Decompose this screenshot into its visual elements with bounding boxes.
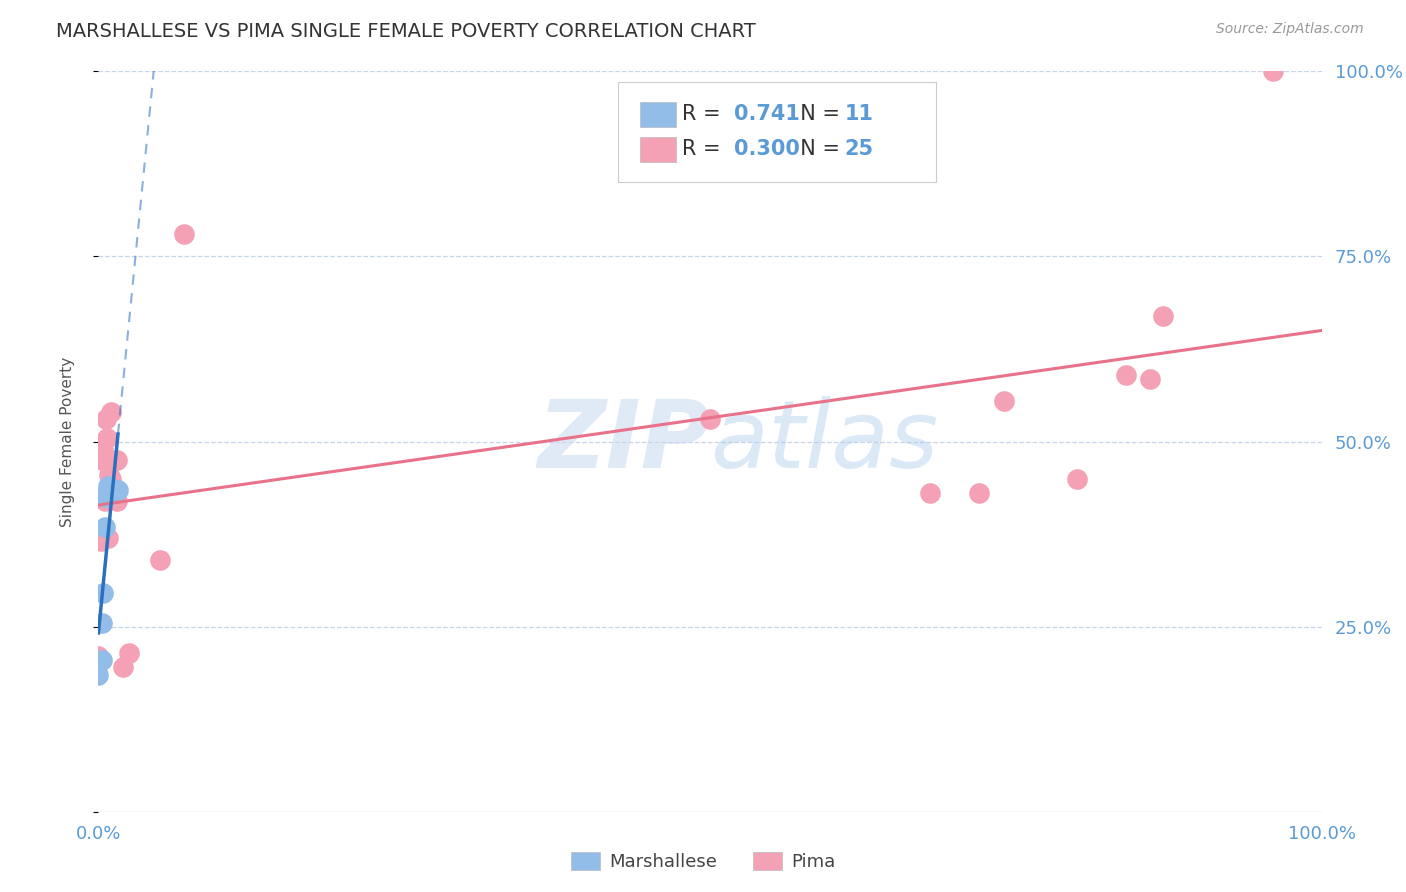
Point <box>91 653 114 667</box>
Point <box>96 486 118 500</box>
Point <box>1261 64 1284 78</box>
Point <box>173 227 195 242</box>
Point <box>118 646 141 660</box>
Point <box>91 615 114 630</box>
Text: ZIP: ZIP <box>537 395 710 488</box>
Point <box>1139 371 1161 385</box>
Point <box>105 493 128 508</box>
Point <box>100 486 122 500</box>
Point <box>90 534 112 549</box>
Text: 0.300: 0.300 <box>734 139 800 159</box>
FancyBboxPatch shape <box>640 102 676 127</box>
Text: R =: R = <box>682 104 727 124</box>
Point <box>96 431 118 445</box>
Point <box>967 486 990 500</box>
Point <box>111 660 134 674</box>
Point <box>91 586 114 600</box>
Point <box>993 393 1015 408</box>
Text: N =: N = <box>787 139 846 159</box>
Y-axis label: Single Female Poverty: Single Female Poverty <box>60 357 75 526</box>
FancyBboxPatch shape <box>640 136 676 161</box>
Point <box>103 486 125 500</box>
Text: N =: N = <box>787 104 846 124</box>
Point <box>91 453 114 467</box>
Text: 11: 11 <box>845 104 873 124</box>
Point <box>1152 309 1174 323</box>
Point <box>93 519 115 533</box>
Point <box>699 412 721 426</box>
Text: atlas: atlas <box>710 396 938 487</box>
Point <box>94 412 117 426</box>
Point <box>105 453 128 467</box>
Point <box>149 553 172 567</box>
Text: MARSHALLESE VS PIMA SINGLE FEMALE POVERTY CORRELATION CHART: MARSHALLESE VS PIMA SINGLE FEMALE POVERT… <box>56 22 756 41</box>
Point <box>91 442 114 456</box>
Point <box>920 486 942 500</box>
Point <box>100 471 122 485</box>
Point <box>97 531 120 545</box>
Point <box>100 405 122 419</box>
Text: 0.741: 0.741 <box>734 104 800 124</box>
Text: R =: R = <box>682 139 727 159</box>
Text: 25: 25 <box>845 139 873 159</box>
Point <box>93 493 115 508</box>
Point <box>98 467 121 482</box>
Point <box>97 479 120 493</box>
Point <box>94 490 117 504</box>
Point <box>87 667 110 681</box>
Text: Source: ZipAtlas.com: Source: ZipAtlas.com <box>1216 22 1364 37</box>
Point <box>107 483 129 497</box>
FancyBboxPatch shape <box>619 82 936 183</box>
Point <box>87 649 110 664</box>
Legend: Marshallese, Pima: Marshallese, Pima <box>564 845 842 879</box>
Point <box>1066 471 1088 485</box>
Point <box>1115 368 1137 382</box>
